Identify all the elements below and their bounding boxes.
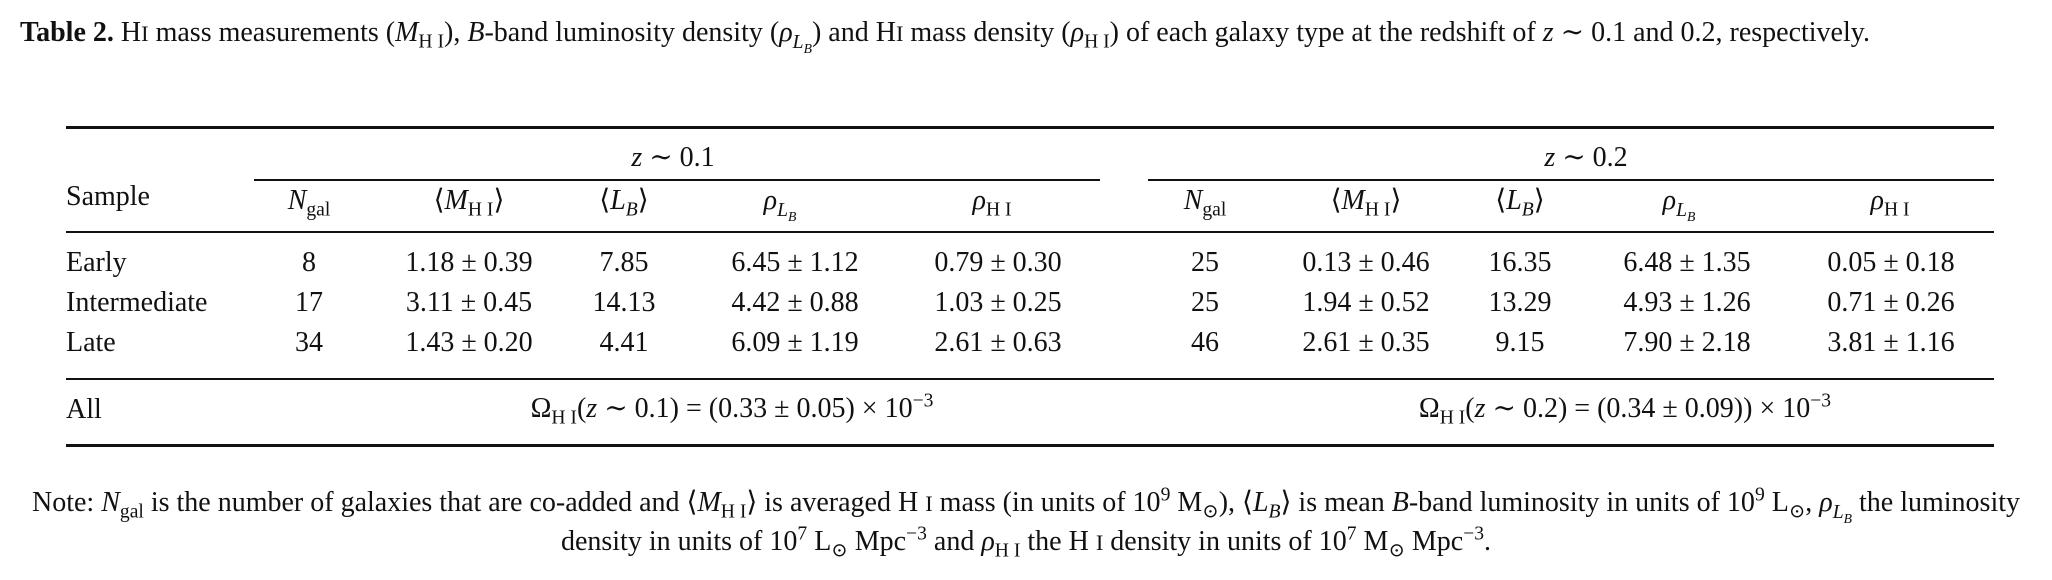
table-cell: 13.29 xyxy=(1488,287,1552,318)
table-cell: 17 xyxy=(295,287,323,318)
table-cell: 9.15 xyxy=(1495,327,1545,358)
table-cell: 1.43 ± 0.20 xyxy=(405,327,533,358)
table-cell: 3.11 ± 0.45 xyxy=(405,287,533,318)
table-cell: 7.85 xyxy=(599,247,649,278)
table-cell: 7.90 ± 2.18 xyxy=(1623,327,1751,358)
table-cell: 14.13 xyxy=(592,287,656,318)
table-cell: 1.94 ± 0.52 xyxy=(1302,287,1430,318)
table-cell: 25 xyxy=(1191,247,1219,278)
col-header-rholb: ρLB xyxy=(763,185,797,224)
table-cell: 6.45 ± 1.12 xyxy=(731,247,859,278)
omega-hi-z02: ΩH I(z ∼ 0.2) = (0.34 ± 0.09)) × 10−3 xyxy=(1418,390,1832,429)
table-note: Note: Ngal is the number of galaxies tha… xyxy=(31,484,2021,562)
group-rule-z01 xyxy=(254,179,1100,181)
row-intermediate-label: Intermediate xyxy=(66,287,208,318)
table-cell: 2.61 ± 0.63 xyxy=(934,327,1062,358)
table-cell: 1.18 ± 0.39 xyxy=(405,247,533,278)
table-cell: 2.61 ± 0.35 xyxy=(1302,327,1430,358)
col-header-lb: ⟨LB⟩ xyxy=(599,185,649,221)
table-cell: 46 xyxy=(1191,327,1219,358)
table-cell: 0.71 ± 0.26 xyxy=(1827,287,1955,318)
col-header-ngal-z02: Ngal xyxy=(1183,185,1227,221)
all-rule xyxy=(66,378,1994,380)
col-header-rhohi: ρH I xyxy=(972,185,1012,221)
table-cell: 4.41 xyxy=(599,327,649,358)
col-header-ngal: Ngal xyxy=(287,185,331,221)
table-cell: 8 xyxy=(302,247,316,278)
row-all-label: All xyxy=(66,394,102,425)
table-cell: 0.05 ± 0.18 xyxy=(1827,247,1955,278)
table-cell: 16.35 xyxy=(1488,247,1552,278)
row-early-label: Early xyxy=(66,247,127,278)
caption-text: HI mass measurements (MH I), B-band lumi… xyxy=(120,17,1870,56)
group-header-z02: z ∼ 0.2 xyxy=(1544,142,1628,173)
col-header-rholb-z02: ρLB xyxy=(1662,185,1696,224)
top-rule xyxy=(66,126,1994,129)
col-header-lb-z02: ⟨LB⟩ xyxy=(1495,185,1545,221)
caption-label: Table 2. xyxy=(20,17,114,48)
table-cell: 0.13 ± 0.46 xyxy=(1302,247,1430,278)
sample-header: Sample xyxy=(66,181,150,212)
table-caption: Table 2. HI mass measurements (MH I), B-… xyxy=(20,14,2032,56)
table-cell: 1.03 ± 0.25 xyxy=(934,287,1062,318)
group-rule-z02 xyxy=(1148,179,1994,181)
table-cell: 0.79 ± 0.30 xyxy=(934,247,1062,278)
table-cell: 6.09 ± 1.19 xyxy=(731,327,859,358)
table-cell: 4.93 ± 1.26 xyxy=(1623,287,1751,318)
col-header-mhi-z02: ⟨MH I⟩ xyxy=(1330,185,1402,221)
row-late-label: Late xyxy=(66,327,116,358)
bottom-rule xyxy=(66,444,1994,447)
group-header-z01: z ∼ 0.1 xyxy=(631,142,715,173)
col-header-rhohi-z02: ρH I xyxy=(1870,185,1910,221)
omega-hi-z01: ΩH I(z ∼ 0.1) = (0.33 ± 0.05) × 10−3 xyxy=(530,390,934,429)
header-rule xyxy=(66,231,1994,233)
table-cell: 3.81 ± 1.16 xyxy=(1827,327,1955,358)
table-cell: 6.48 ± 1.35 xyxy=(1623,247,1751,278)
table-cell: 4.42 ± 0.88 xyxy=(731,287,859,318)
col-header-mhi: ⟨MH I⟩ xyxy=(433,185,505,221)
table-cell: 34 xyxy=(295,327,323,358)
table-cell: 25 xyxy=(1191,287,1219,318)
